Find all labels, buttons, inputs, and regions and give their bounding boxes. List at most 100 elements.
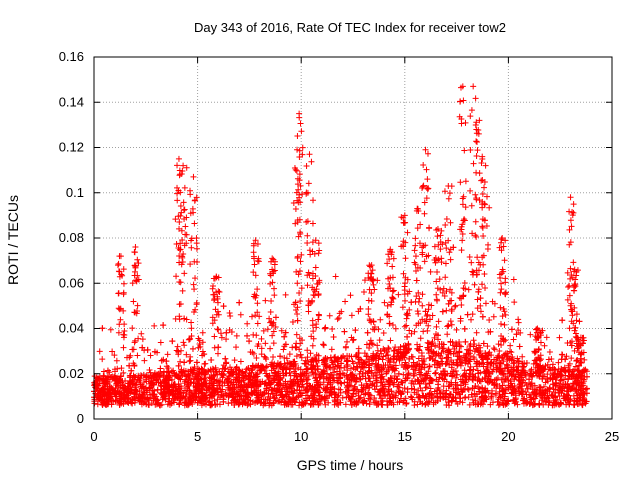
data-point (473, 119, 480, 126)
data-point (417, 385, 424, 392)
data-point (568, 300, 575, 307)
data-point (168, 376, 175, 383)
data-point (120, 331, 127, 338)
data-point (143, 401, 150, 408)
data-point (431, 243, 438, 250)
data-point (347, 365, 354, 372)
data-point (402, 255, 409, 262)
data-point (389, 379, 396, 386)
data-point (185, 371, 192, 378)
data-point (567, 217, 574, 224)
data-point (189, 345, 196, 352)
data-point (368, 298, 375, 305)
data-point (458, 247, 465, 254)
data-point (573, 398, 580, 405)
data-point (444, 331, 451, 338)
data-point (422, 384, 429, 391)
data-point (490, 345, 497, 352)
data-point (300, 370, 307, 377)
data-point (160, 322, 167, 329)
data-point (466, 401, 473, 408)
data-point (460, 217, 467, 224)
data-point (291, 372, 298, 379)
data-point (570, 259, 577, 266)
data-point (491, 300, 498, 307)
data-point (479, 385, 486, 392)
data-point (570, 392, 577, 399)
data-point (315, 250, 322, 257)
data-point (465, 286, 472, 293)
data-point (392, 392, 399, 399)
data-point (443, 245, 450, 252)
data-point (497, 289, 504, 296)
data-point (191, 364, 198, 371)
data-point (124, 354, 130, 361)
data-point (461, 325, 468, 332)
data-point (412, 235, 419, 242)
data-point (508, 389, 515, 396)
data-point (457, 315, 464, 322)
data-point (435, 241, 442, 248)
data-point (292, 166, 299, 173)
data-point (573, 311, 580, 318)
data-point (533, 329, 540, 336)
data-point (549, 402, 556, 409)
data-point (544, 371, 551, 378)
data-point (367, 337, 374, 344)
data-point (436, 344, 443, 351)
data-point (495, 341, 502, 348)
data-point (284, 360, 291, 367)
data-point (496, 388, 503, 395)
data-point (528, 396, 535, 403)
data-point (365, 390, 372, 397)
data-point (526, 376, 533, 383)
data-point (163, 379, 170, 386)
data-point (176, 313, 183, 320)
data-point (536, 401, 543, 408)
data-point (212, 306, 219, 313)
data-point (385, 275, 392, 282)
data-point (402, 297, 409, 304)
data-point (447, 339, 454, 346)
data-point (314, 382, 321, 389)
data-point (286, 351, 293, 358)
data-point (294, 317, 301, 324)
data-point (215, 350, 222, 357)
data-point (239, 400, 246, 407)
data-point (150, 391, 157, 398)
data-point (310, 197, 317, 204)
data-point (546, 348, 553, 355)
data-point (282, 380, 289, 387)
data-point (467, 113, 474, 120)
data-point (539, 375, 546, 382)
data-point (272, 370, 279, 377)
data-point (304, 347, 311, 354)
data-point (424, 185, 431, 192)
data-point (449, 394, 456, 401)
data-point (420, 377, 427, 384)
data-point (350, 336, 357, 343)
data-point (251, 261, 258, 268)
data-point (114, 262, 121, 269)
data-point (429, 312, 436, 319)
data-point (356, 370, 363, 377)
data-point (554, 370, 561, 377)
data-point (126, 380, 133, 387)
data-point (106, 390, 113, 397)
data-point (263, 370, 270, 377)
data-point (174, 197, 181, 204)
data-point (434, 285, 441, 292)
data-point (120, 344, 127, 351)
data-point (458, 226, 465, 233)
data-point (227, 312, 234, 319)
data-point (447, 246, 454, 253)
data-point (443, 215, 450, 222)
data-point (337, 370, 344, 377)
data-point (419, 400, 426, 407)
data-point (556, 387, 563, 394)
data-point (133, 388, 140, 395)
data-point (333, 400, 340, 407)
data-point (445, 322, 452, 329)
data-point (280, 366, 287, 373)
data-point (293, 331, 300, 338)
